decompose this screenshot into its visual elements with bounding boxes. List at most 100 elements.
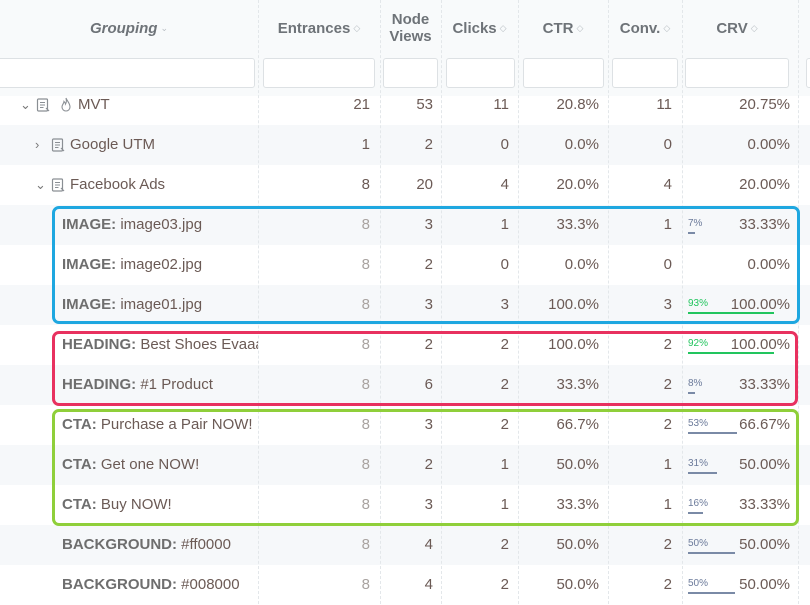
cell-crv: 0.00% xyxy=(747,136,790,153)
table-row[interactable]: ⌄ MVT 21 53 11 20.8% 11 20.75% xyxy=(0,85,810,125)
cell-conv: 3 xyxy=(663,296,672,313)
chevron-down-icon: ⌄ xyxy=(160,22,169,33)
cell-entrances: 8 xyxy=(361,376,370,393)
cell-clicks: 2 xyxy=(500,416,509,433)
table-row[interactable]: CTA: Get one NOW! 8 2 1 50.0% 1 50.00% 31% xyxy=(0,445,810,485)
row-label[interactable]: Google UTM xyxy=(70,136,156,153)
crv-percent-label: 53% xyxy=(688,418,709,429)
cell-ctr: 100.0% xyxy=(548,336,599,353)
filter-input-clicks[interactable] xyxy=(446,58,515,88)
crv-percent-label: 50% xyxy=(688,538,709,549)
variant-type: IMAGE: xyxy=(62,256,117,273)
crv-progress-bar xyxy=(688,592,735,594)
cell-crv: 100.00% xyxy=(730,336,790,353)
variant-type: IMAGE: xyxy=(62,216,117,233)
column-header-label: Conv. xyxy=(619,19,661,37)
cell-views: 2 xyxy=(424,456,433,473)
column-divider xyxy=(380,0,381,604)
column-header-node-views[interactable]: Node Views xyxy=(380,0,441,56)
cell-entrances: 8 xyxy=(361,416,370,433)
variant-value: image02.jpg xyxy=(116,256,203,273)
variant-value: image03.jpg xyxy=(116,216,203,233)
row-label[interactable]: Facebook Ads xyxy=(70,176,166,193)
filter-input-conv[interactable] xyxy=(612,58,678,88)
cell-crv: 100.00% xyxy=(730,296,790,313)
cell-views: 53 xyxy=(416,96,433,113)
table-row[interactable]: CTA: Buy NOW! 8 3 1 33.3% 1 33.33% 16% xyxy=(0,485,810,525)
variant-value: Buy NOW! xyxy=(96,496,172,513)
cell-crv: 33.33% xyxy=(739,376,790,393)
table-row[interactable]: IMAGE: image03.jpg 8 3 1 33.3% 1 33.33% 7% xyxy=(0,205,810,245)
sort-icon: ◇ xyxy=(353,22,361,33)
column-header-conv[interactable]: Conv. ◇ xyxy=(608,0,682,56)
cell-ctr: 0.0% xyxy=(564,256,599,273)
variant-type: CTA: xyxy=(62,496,97,513)
chevron-right-icon[interactable]: › xyxy=(35,137,40,152)
variant-type: CTA: xyxy=(62,416,97,433)
cell-ctr: 50.0% xyxy=(556,456,599,473)
cell-conv: 1 xyxy=(663,496,672,513)
cell-views: 3 xyxy=(424,296,433,313)
cell-views: 2 xyxy=(424,256,433,273)
sort-icon: ◇ xyxy=(750,22,758,33)
cell-crv: 33.33% xyxy=(739,496,790,513)
cell-entrances: 8 xyxy=(361,496,370,513)
cell-clicks: 4 xyxy=(500,176,509,193)
filter-input-entrances[interactable] xyxy=(263,58,375,88)
sort-icon: ◇ xyxy=(499,22,507,33)
column-header-entrances[interactable]: Entrances ◇ xyxy=(258,0,380,56)
variant-label: IMAGE: image02.jpg xyxy=(62,245,258,285)
column-header-label: Clicks xyxy=(452,19,497,37)
crv-progress-bar xyxy=(688,512,703,514)
column-header-crv[interactable]: CRV ◇ xyxy=(682,0,792,56)
table-row[interactable]: BACKGROUND: #ff0000 8 4 2 50.0% 2 50.00% 50% xyxy=(0,525,810,565)
table-row[interactable]: › Google UTM 1 2 0 0.0% 0 0.00% xyxy=(0,125,810,165)
filter-input-crv[interactable] xyxy=(685,58,789,88)
table-row[interactable]: BACKGROUND: #008000 8 4 2 50.0% 2 50.00% 50% xyxy=(0,565,810,605)
column-header-grouping[interactable]: Grouping ⌄ xyxy=(0,0,258,56)
column-header-label: Entrances xyxy=(277,19,351,37)
table-row[interactable]: ⌄ Facebook Ads 8 20 4 20.0% 4 20.00% xyxy=(0,165,810,205)
table-row[interactable]: CTA: Purchase a Pair NOW! 8 3 2 66.7% 2 66.67%… xyxy=(0,405,810,445)
column-header-ctr[interactable]: CTR ◇ xyxy=(518,0,608,56)
column-divider xyxy=(441,0,442,604)
cell-crv: 66.67% xyxy=(739,416,790,433)
cell-ctr: 20.0% xyxy=(556,176,599,193)
variant-type: CTA: xyxy=(62,456,97,473)
table-row[interactable]: HEADING: Best Shoes Evaaaaa 8 2 2 100.0% 2 100… xyxy=(0,325,810,365)
variant-type: BACKGROUND: xyxy=(62,576,177,593)
table-row[interactable]: HEADING: #1 Product 8 6 2 33.3% 2 33.33% 8% xyxy=(0,365,810,405)
filter-input-extra[interactable] xyxy=(806,58,810,88)
crv-progress-bar xyxy=(688,472,717,474)
crv-progress-bar xyxy=(688,352,774,354)
row-label[interactable]: MVT xyxy=(78,96,110,113)
crv-progress-bar xyxy=(688,432,737,434)
cell-crv: 50.00% xyxy=(739,456,790,473)
column-divider xyxy=(518,0,519,604)
chevron-down-icon[interactable]: ⌄ xyxy=(35,177,46,192)
cell-entrances: 8 xyxy=(361,216,370,233)
cell-entrances: 1 xyxy=(361,136,370,153)
table-row[interactable]: IMAGE: image02.jpg 8 2 0 0.0% 0 0.00% xyxy=(0,245,810,285)
cell-views: 3 xyxy=(424,496,433,513)
filter-input-grouping[interactable] xyxy=(0,58,255,88)
variant-label: IMAGE: image01.jpg xyxy=(62,285,258,325)
cell-conv: 1 xyxy=(663,456,672,473)
cell-entrances: 8 xyxy=(361,296,370,313)
cell-views: 3 xyxy=(424,216,433,233)
table-row[interactable]: IMAGE: image01.jpg 8 3 3 100.0% 3 100.00% 93% xyxy=(0,285,810,325)
column-header-clicks[interactable]: Clicks ◇ xyxy=(441,0,518,56)
filter-input-ctr[interactable] xyxy=(523,58,604,88)
cell-crv: 50.00% xyxy=(739,576,790,593)
crv-percent-label: 16% xyxy=(688,498,709,509)
cell-views: 4 xyxy=(424,536,433,553)
cell-ctr: 33.3% xyxy=(556,376,599,393)
filter-input-node-views[interactable] xyxy=(383,58,438,88)
cell-entrances: 8 xyxy=(361,176,370,193)
column-header-label: CTR xyxy=(542,19,574,37)
cell-ctr: 50.0% xyxy=(556,576,599,593)
cell-entrances: 8 xyxy=(361,576,370,593)
chevron-down-icon[interactable]: ⌄ xyxy=(20,97,31,112)
cell-conv: 0 xyxy=(663,136,672,153)
cell-conv: 0 xyxy=(663,256,672,273)
